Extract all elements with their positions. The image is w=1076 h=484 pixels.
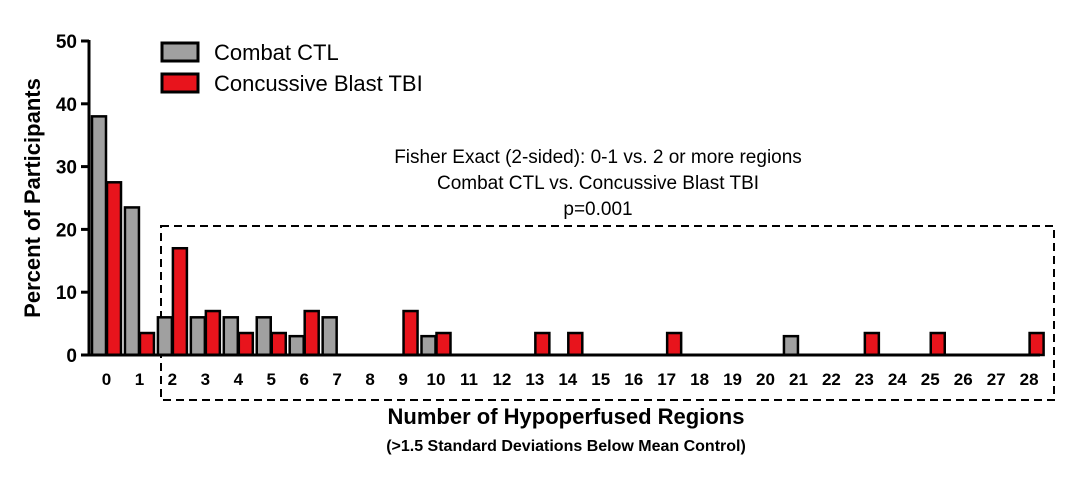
x-tick-label-21: 21 bbox=[789, 370, 808, 389]
x-tick-label-23: 23 bbox=[855, 370, 874, 389]
legend: Combat CTL Concussive Blast TBI bbox=[160, 40, 423, 96]
bar-concussive-blast-tbi-28 bbox=[1028, 331, 1045, 357]
y-tick-label-0: 0 bbox=[66, 346, 77, 367]
x-tick-label-19: 19 bbox=[723, 370, 742, 389]
bar-combat-ctl-3 bbox=[189, 316, 207, 357]
annotation: Fisher Exact (2-sided): 0-1 vs. 2 or mor… bbox=[394, 147, 802, 220]
x-tick-label-25: 25 bbox=[921, 370, 940, 389]
annotation-line-1: Fisher Exact (2-sided): 0-1 vs. 2 or mor… bbox=[394, 147, 802, 168]
bar-combat-ctl-4 bbox=[222, 316, 240, 357]
x-tick-label-10: 10 bbox=[427, 370, 446, 389]
legend-swatch-combat-ctl bbox=[160, 41, 200, 63]
bar-concussive-blast-tbi-13 bbox=[534, 331, 551, 357]
annotation-line-2: Combat CTL vs. Concussive Blast TBI bbox=[437, 173, 759, 194]
x-tick-label-4: 4 bbox=[234, 370, 244, 389]
bar-concussive-blast-tbi-0 bbox=[105, 181, 123, 357]
bar-concussive-blast-tbi-14 bbox=[567, 331, 584, 357]
x-tick-label-13: 13 bbox=[525, 370, 544, 389]
x-tick-label-16: 16 bbox=[624, 370, 643, 389]
bar-concussive-blast-tbi-23 bbox=[863, 331, 881, 357]
x-tick-label-5: 5 bbox=[267, 370, 276, 389]
bar-combat-ctl-6 bbox=[288, 334, 305, 357]
bar-combat-ctl-10 bbox=[420, 334, 437, 357]
annotation-line-3: p=0.001 bbox=[563, 199, 632, 220]
x-tick-label-18: 18 bbox=[690, 370, 709, 389]
bar-concussive-blast-tbi-5 bbox=[270, 331, 287, 357]
x-tick-label-12: 12 bbox=[492, 370, 511, 389]
y-tick-label-50: 50 bbox=[56, 32, 77, 53]
y-axis-label: Percent of Participants bbox=[20, 78, 45, 318]
y-tick-label-30: 30 bbox=[56, 158, 77, 179]
x-tick-label-11: 11 bbox=[460, 370, 478, 389]
bar-combat-ctl-7 bbox=[321, 316, 338, 357]
bar-concussive-blast-tbi-6 bbox=[303, 309, 320, 357]
x-tick-label-6: 6 bbox=[299, 370, 308, 389]
bar-concussive-blast-tbi-25 bbox=[929, 331, 946, 357]
x-tick-label-17: 17 bbox=[657, 370, 676, 389]
x-tick-label-26: 26 bbox=[954, 370, 973, 389]
bar-concussive-blast-tbi-1 bbox=[138, 331, 156, 357]
annotation-box bbox=[160, 225, 1055, 401]
bar-concussive-blast-tbi-2 bbox=[171, 246, 189, 357]
x-tick-label-8: 8 bbox=[365, 370, 374, 389]
y-tick-label-40: 40 bbox=[56, 95, 77, 116]
x-axis-label: Number of Hypoperfused Regions bbox=[388, 404, 745, 429]
x-tick-label-1: 1 bbox=[135, 370, 144, 389]
x-tick-label-3: 3 bbox=[201, 370, 210, 389]
bar-concussive-blast-tbi-4 bbox=[237, 331, 255, 357]
bar-combat-ctl-5 bbox=[255, 316, 272, 357]
x-tick-label-28: 28 bbox=[1020, 370, 1039, 389]
bar-combat-ctl-0 bbox=[90, 115, 108, 357]
x-tick-label-2: 2 bbox=[168, 370, 177, 389]
x-tick-label-22: 22 bbox=[822, 370, 841, 389]
bar-combat-ctl-2 bbox=[156, 316, 174, 357]
legend-label-combat-ctl: Combat CTL bbox=[214, 40, 339, 65]
legend-label-concussive-blast-tbi: Concussive Blast TBI bbox=[214, 71, 423, 96]
bar-combat-ctl-21 bbox=[782, 334, 800, 357]
bar-combat-ctl-1 bbox=[123, 206, 141, 357]
x-tick-label-27: 27 bbox=[987, 370, 1006, 389]
bar-concussive-blast-tbi-10 bbox=[435, 331, 452, 357]
bar-concussive-blast-tbi-9 bbox=[402, 309, 419, 357]
bar-concussive-blast-tbi-17 bbox=[665, 331, 683, 357]
x-tick-label-20: 20 bbox=[756, 370, 775, 389]
x-tick-label-0: 0 bbox=[102, 370, 111, 389]
legend-swatch-concussive-blast-tbi bbox=[160, 72, 200, 94]
x-tick-label-24: 24 bbox=[888, 370, 907, 389]
x-axis-sublabel: (>1.5 Standard Deviations Below Mean Con… bbox=[386, 438, 746, 455]
x-tick-label-15: 15 bbox=[591, 370, 610, 389]
x-tick-label-7: 7 bbox=[332, 370, 341, 389]
y-tick-label-20: 20 bbox=[56, 220, 77, 241]
x-tick-label-9: 9 bbox=[398, 370, 407, 389]
bar-concussive-blast-tbi-3 bbox=[204, 309, 222, 357]
y-tick-label-10: 10 bbox=[56, 283, 77, 304]
bars bbox=[90, 115, 1045, 357]
x-tick-label-14: 14 bbox=[558, 370, 577, 389]
